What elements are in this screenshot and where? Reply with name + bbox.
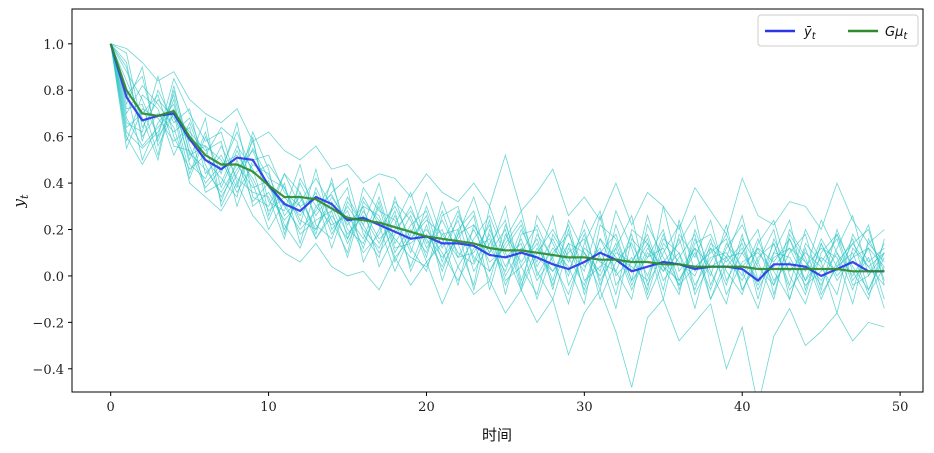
x-tick-label: 40 bbox=[734, 400, 751, 415]
x-axis-label: 时间 bbox=[482, 426, 512, 444]
sample-path-11 bbox=[110, 43, 885, 300]
legend-label-theoretical: Gμt bbox=[885, 25, 908, 42]
sample-path-6 bbox=[110, 43, 885, 301]
sample-path-7 bbox=[110, 43, 885, 310]
x-tick-label: 20 bbox=[418, 400, 435, 415]
sample-path-16 bbox=[110, 43, 885, 392]
y-axis: −0.4 −0.2 0.0 0.2 0.4 0.6 0.8 1.0 bbox=[32, 38, 72, 378]
sample-path-14 bbox=[110, 43, 885, 292]
x-tick-label: 0 bbox=[107, 400, 115, 415]
y-tick-label: 1.0 bbox=[43, 38, 64, 53]
y-tick-label: −0.4 bbox=[32, 363, 64, 378]
y-tick-label: 0.2 bbox=[43, 224, 64, 239]
y-tick-label: 0.8 bbox=[43, 84, 64, 99]
legend-label-mean: ȳt bbox=[803, 25, 817, 42]
x-tick-label: 50 bbox=[892, 400, 909, 415]
y-axis-label: yt bbox=[10, 194, 31, 208]
y-tick-label: −0.2 bbox=[32, 316, 64, 331]
x-tick-label: 10 bbox=[260, 400, 277, 415]
legend-box bbox=[757, 14, 919, 47]
sample-path-17 bbox=[110, 43, 885, 244]
x-axis: 0 10 20 30 40 50 bbox=[107, 392, 909, 415]
y-tick-label: 0.0 bbox=[43, 270, 64, 285]
y-tick-label: 0.4 bbox=[43, 177, 64, 192]
plot-frame bbox=[71, 8, 924, 393]
series-line-theoretical bbox=[109, 43, 885, 273]
sample-path-5 bbox=[110, 43, 885, 310]
main-series-layer bbox=[109, 43, 885, 283]
x-tick-label: 30 bbox=[576, 400, 593, 415]
y-tick-label: 0.6 bbox=[43, 131, 64, 146]
series-line-mean bbox=[109, 43, 885, 283]
legend: ȳt Gμt bbox=[757, 14, 919, 47]
